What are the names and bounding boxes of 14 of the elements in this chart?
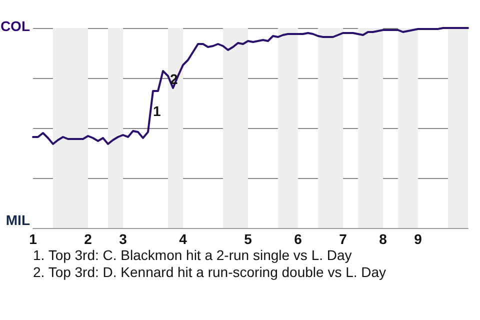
text: 2. Top 3rd: D. Kennard hit a run-scoring double vs L. Day <box>33 264 386 280</box>
x-tick-label: 7 <box>339 231 348 247</box>
x-tick-label: 8 <box>379 231 388 247</box>
x-tick-label: 2 <box>84 231 92 247</box>
x-tick-label: 5 <box>244 231 252 247</box>
x-tick-label: 4 <box>179 231 188 247</box>
annotation: 1 <box>153 103 161 119</box>
text: 1. Top 3rd: C. Blackmon hit a 2-run single vs L. Day <box>33 247 352 263</box>
x-tick-label: 9 <box>414 231 422 247</box>
x-tick-label: 1 <box>29 231 38 247</box>
text: MIL <box>6 212 30 228</box>
x-tick-label: 6 <box>294 231 302 247</box>
text: COL <box>0 18 30 34</box>
x-tick-label: 3 <box>119 231 128 247</box>
